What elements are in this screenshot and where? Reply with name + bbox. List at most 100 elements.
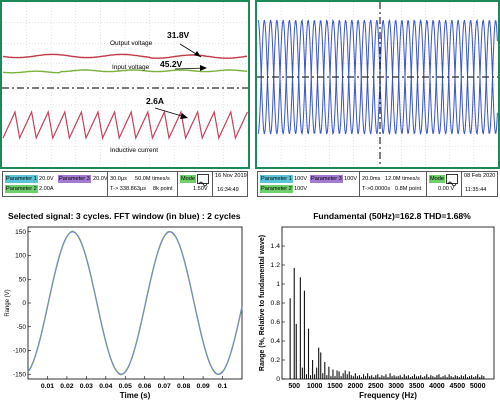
time-y-ticklabel: 50 [19,276,27,283]
s2-sep-1 [359,172,360,196]
fft-x-ticklabel: 2500 [368,383,384,390]
s1-sine-icon [197,174,209,187]
fft-y-ticklabel: 0.8 [271,300,281,307]
fft-x-ticklabel: 1500 [327,383,343,390]
s1-param3-value: 20.0V [93,176,108,182]
s2-mode-chip[interactable]: Mode [429,175,445,183]
s1-mode-chip[interactable]: Mode [180,175,196,183]
s1-param1-chip[interactable]: Parameter 1 [5,175,38,183]
fft-plot-frame [281,226,495,380]
s2-param3-chip[interactable]: Parameter 3 [310,175,343,183]
s1-sep-2 [177,172,178,196]
selected-signal-line [27,230,243,376]
fft-y-ticklabel: 0 [276,376,280,383]
output-voltage-value: 31.8V [167,30,190,40]
fft-x-ticklabel: 1000 [307,383,323,390]
s1-time: 16:34:49 [217,187,239,193]
scope1-statusbar: Parameter 1 20.0V Parameter 3 20.0V Para… [2,171,248,197]
current-arrow-head [180,113,188,119]
time-y-ticklabel: -100 [13,348,26,355]
current-value: 2.6A [146,96,164,106]
time-x-ticklabel: 0.03 [80,383,93,390]
s2-param2-value: 100V [294,186,308,192]
s1-sep-1 [107,172,108,196]
fft-x-ticklabel: 2000 [348,383,364,390]
time-x-label: Time (s) [120,391,151,400]
s2-points: 0.8M point [395,186,422,192]
s2-time: 11:35:44 [465,187,487,193]
s2-sine-icon [446,174,458,187]
s1-rate: 50.0M times/s [135,176,170,182]
scope2-panel: Parameter 1 100V Parameter 3 100V Parame… [255,0,500,200]
time-y-ticks: -150 -100 -50 0 50 100 150 [13,229,31,378]
fft-x-ticklabel: 5000 [470,383,486,390]
time-plot-frame [27,226,243,380]
fft-y-label: Range (%, Relative to fundamental wave) [259,235,266,371]
time-x-ticklabel: 0.08 [177,383,190,390]
s2-param1-chip[interactable]: Parameter 1 [260,175,293,183]
s1-param3-chip[interactable]: Parameter 3 [58,175,91,183]
inductive-current-trace [2,110,248,140]
time-x-ticklabel: 0.05 [119,383,132,390]
phase-b-trace [257,18,498,136]
input-arrow-head [200,65,207,71]
fft-x-ticklabel: 3500 [409,383,425,390]
s2-mode-value: 0.00 V [438,186,455,192]
time-x-ticklabel: 0.09 [196,383,209,390]
s1-points: 8k point [153,186,173,192]
s1-param2-chip[interactable]: Parameter 2 [5,185,38,193]
fft-y-ticklabel: 1 [276,281,280,288]
s2-param2-chip[interactable]: Parameter 2 [260,185,293,193]
s2-trigger: T->0.0000s [362,186,391,192]
s2-param3-value: 100V [344,176,358,182]
s1-trigger: T-> 338.863μs [110,186,147,192]
s1-sep-3 [212,172,213,196]
fft-x-ticklabel: 500 [288,383,300,390]
s2-timebase: 20.0ms [362,176,381,182]
s2-rate: 12.0M times/s [385,176,420,182]
phase-a-trace [257,18,498,136]
time-x-ticklabel: 0.06 [138,383,151,390]
time-x-ticklabel: 0.04 [99,383,112,390]
input-voltage-value: 45.2V [160,59,183,69]
fft-chart-title: Fundamental (50Hz)=162.8 THD=1.68% [313,211,471,221]
time-x-ticklabel: 0.01 [41,383,54,390]
scope1-panel: Output voltage 31.8V Input voltage 45.2V… [0,0,250,200]
time-x-ticklabel: 0.02 [60,383,73,390]
s2-sep-3 [461,172,462,196]
time-x-ticks: 0.01 0.02 0.03 0.04 0.05 0.06 0.07 0.08 0.09 0.1 [41,376,228,390]
scope1-screen: Output voltage 31.8V Input voltage 45.2V… [0,0,250,169]
s1-mode-value: 1.50V [193,186,208,192]
s1-date: 16 Nov 2019 [215,173,247,179]
time-y-ticklabel: -50 [17,324,27,331]
time-y-ticklabel: 150 [15,229,26,236]
output-arrow-head [194,51,201,57]
scope2-statusbar: Parameter 1 100V Parameter 3 100V Parame… [257,171,498,197]
time-y-ticklabel: 100 [15,253,26,260]
time-y-ticklabel: -150 [13,371,26,378]
time-y-label: Range (V) [5,289,11,316]
s2-date: 08 Feb 2020 [464,173,496,179]
s1-param2-value: 2.00A [39,186,54,192]
fft-y-ticklabel: 0.2 [271,357,281,364]
input-voltage-label: Input voltage [112,64,150,71]
time-y-ticklabel: 0 [22,300,26,307]
s1-timebase: 30.0μs [110,176,127,182]
s2-param1-value: 100V [294,176,308,182]
time-signal-chart: Selected signal: 3 cycles. FFT window (i… [5,211,243,400]
time-x-ticklabel: 0.1 [218,383,228,390]
time-chart-title: Selected signal: 3 cycles. FFT window (i… [8,211,241,221]
fft-spectrum-chart: Fundamental (50Hz)=162.8 THD=1.68% 0 0.2 0… [259,211,495,400]
fft-y-ticklabel: 0.6 [271,319,281,326]
time-x-ticklabel: 0.07 [158,383,171,390]
inductive-current-label: Inductive current [110,147,158,154]
output-voltage-trace [2,53,248,59]
output-voltage-label: Output voltage [110,40,153,47]
fft-x-label: Frequency (Hz) [359,391,417,400]
fft-y-ticks: 0 0.2 0.4 0.6 0.8 1 1.2 1.4 [271,243,285,383]
fft-y-ticklabel: 0.4 [271,338,281,345]
fft-y-ticklabel: 1.2 [271,262,281,269]
fft-x-ticklabel: 3000 [388,383,404,390]
fft-bars [289,267,485,379]
input-voltage-trace [2,69,248,74]
